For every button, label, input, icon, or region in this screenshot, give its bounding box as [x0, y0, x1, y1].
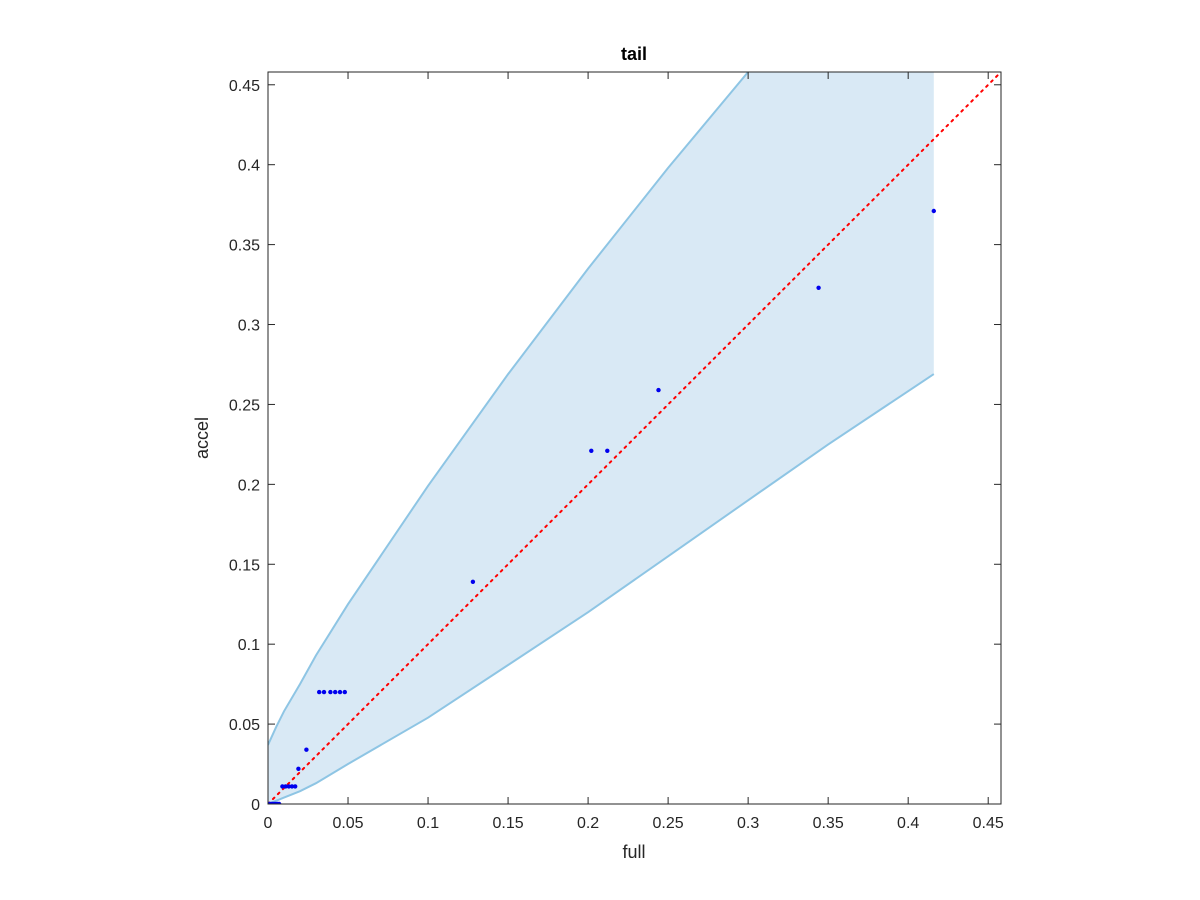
- x-axis: 0 0.05 0.1 0.15 0.2 0.25 0.3 0.35 0.4 0.45: [264, 72, 1004, 832]
- data-point: [304, 747, 309, 752]
- y-tick-label: 0.35: [229, 238, 260, 255]
- band-lower-edge: [268, 373, 935, 804]
- data-point: [321, 689, 327, 695]
- data-point: [283, 784, 288, 789]
- data-point: [289, 784, 295, 789]
- y-tick-label: 0.45: [229, 78, 260, 95]
- y-tick-label: 0.25: [229, 397, 260, 414]
- band-upper-edge: [268, 72, 749, 746]
- identity-reference-line: [268, 72, 1001, 804]
- data-point: [280, 784, 285, 789]
- data-point: [286, 784, 291, 789]
- x-tick-label: 0.4: [897, 815, 919, 832]
- x-tick-label: 0.15: [492, 815, 523, 832]
- x-tick-label: 0.45: [973, 815, 1004, 832]
- chart-title: tail: [621, 44, 647, 64]
- y-tick-label: 0.3: [238, 318, 260, 335]
- x-tick-label: 0.05: [332, 815, 363, 832]
- x-tick-label: 0.2: [577, 815, 599, 832]
- data-point: [589, 448, 594, 453]
- data-point: [816, 285, 821, 290]
- data-point: [931, 208, 936, 214]
- y-tick-label: 0.15: [229, 557, 260, 574]
- data-point: [293, 784, 298, 789]
- y-axis-label: accel: [192, 417, 212, 459]
- x-tick-label: 0.25: [653, 815, 684, 832]
- y-tick-label: 0.4: [238, 158, 260, 175]
- y-axis: 0 0.05 0.1 0.15 0.2 0.25 0.3 0.35 0.4 0.45: [229, 78, 1001, 814]
- data-point: [656, 387, 661, 393]
- data-point: [342, 689, 347, 695]
- x-axis-label: full: [622, 842, 645, 862]
- y-tick-label: 0.1: [238, 637, 260, 654]
- y-tick-label: 0.05: [229, 717, 260, 734]
- x-tick-label: 0: [264, 815, 273, 832]
- confidence-band: [268, 72, 934, 804]
- x-tick-label: 0.3: [737, 815, 759, 832]
- data-point: [337, 689, 343, 695]
- data-point: [328, 689, 333, 695]
- data-point: [277, 801, 282, 804]
- data-point: [470, 579, 476, 584]
- x-tick-label: 0.35: [813, 815, 844, 832]
- data-point: [317, 689, 322, 695]
- data-point: [333, 689, 338, 695]
- plot-area: [267, 71, 1002, 805]
- y-tick-label: 0: [251, 797, 260, 814]
- y-tick-label: 0.2: [238, 477, 260, 494]
- data-point: [605, 448, 610, 453]
- data-point: [296, 766, 301, 771]
- x-tick-label: 0.1: [417, 815, 439, 832]
- axes-box: [267, 71, 1002, 805]
